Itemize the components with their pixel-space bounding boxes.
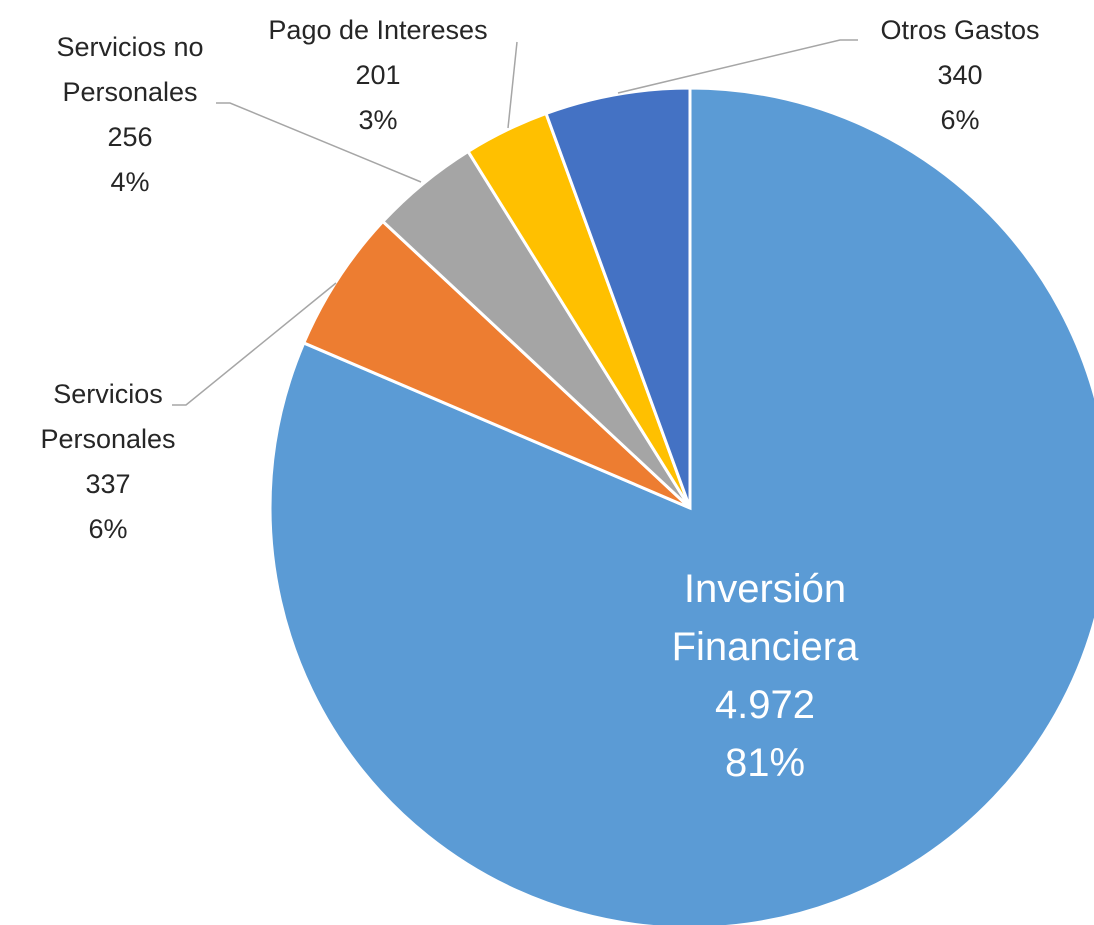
percent-label: 81%	[724, 741, 806, 785]
data-label: Servicios Personales 337 6%	[18, 372, 198, 552]
category-label: Pago de Intereses	[268, 15, 488, 45]
leader-line	[507, 41, 518, 129]
percent-label: 4%	[110, 167, 150, 197]
category-label: Servicios no Personales	[56, 32, 204, 107]
slice	[544, 86, 692, 509]
category-label: Otros Gastos	[880, 15, 1040, 45]
data-label: Inversión Financiera 4.972 81%	[630, 560, 900, 792]
leader-line	[617, 39, 858, 94]
value-label: 256	[107, 122, 153, 152]
leader-lines	[172, 39, 858, 406]
value-label: 340	[937, 60, 983, 90]
percent-label: 6%	[88, 514, 128, 544]
value-label: 337	[85, 469, 131, 499]
percent-label: 3%	[358, 105, 398, 135]
slices	[268, 86, 1094, 925]
leader-line	[216, 102, 422, 183]
category-label: Servicios Personales	[40, 379, 176, 454]
data-label: Servicios no Personales 256 4%	[25, 25, 235, 205]
slice	[268, 86, 1094, 925]
value-label: 4.972	[714, 683, 816, 727]
leader-line	[172, 282, 337, 406]
value-label: 201	[355, 60, 401, 90]
slice	[301, 219, 692, 510]
data-label: Pago de Intereses 201 3%	[218, 8, 538, 143]
category-label: Inversión Financiera	[671, 567, 859, 669]
percent-label: 6%	[940, 105, 980, 135]
data-label: Otros Gastos 340 6%	[830, 8, 1090, 143]
